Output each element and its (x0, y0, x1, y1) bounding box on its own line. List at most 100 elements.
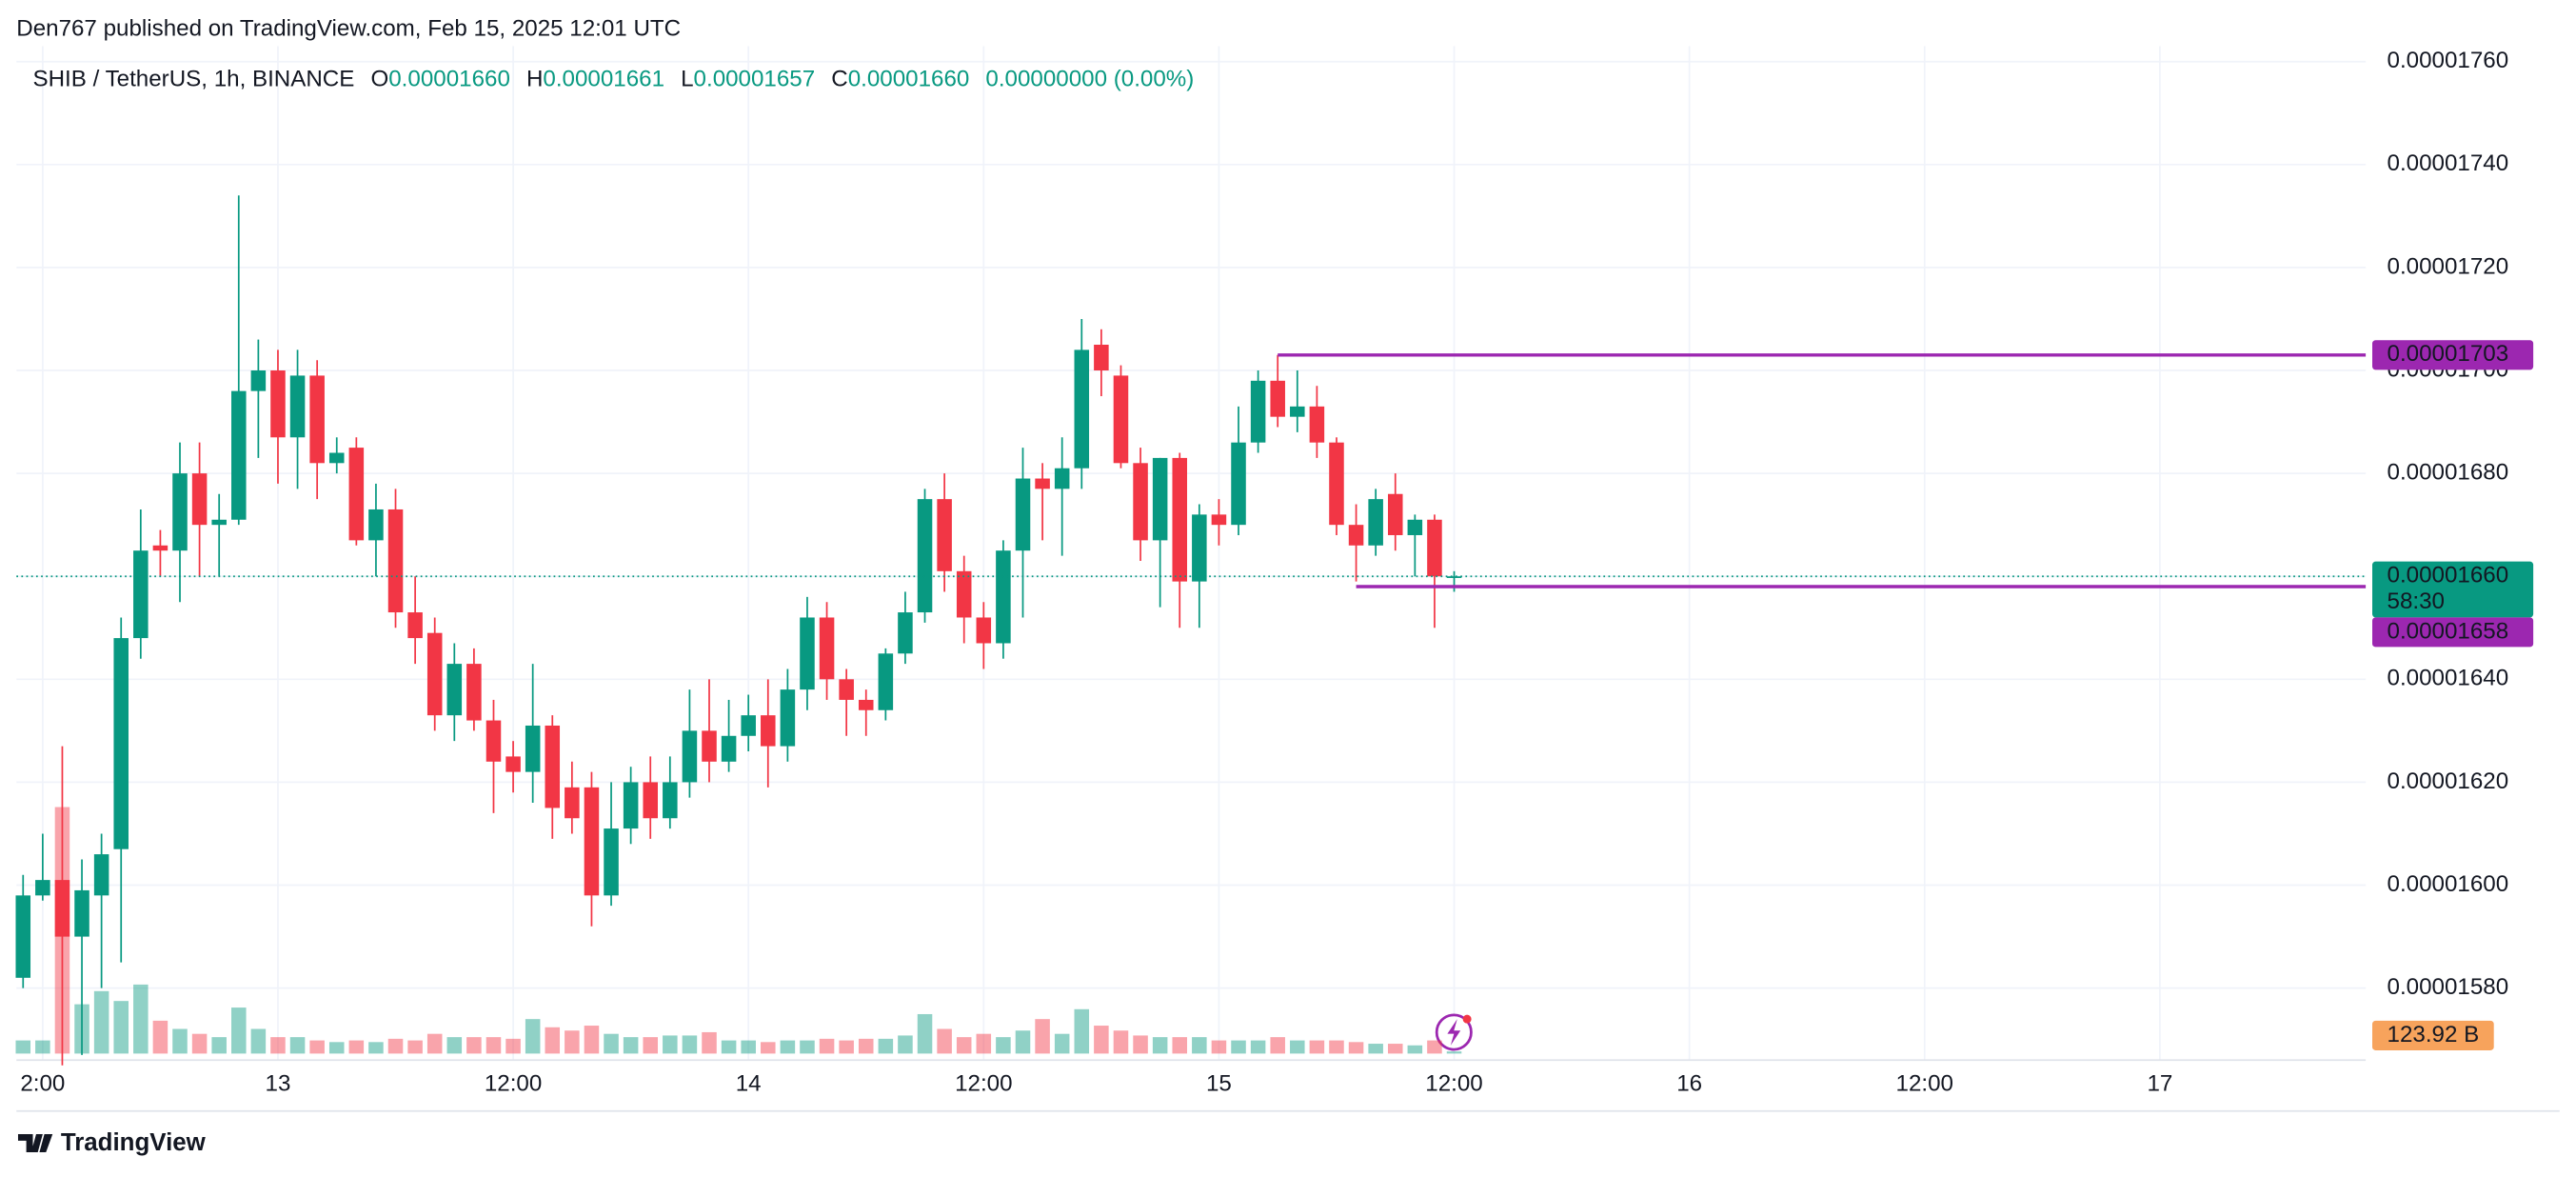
volume-bar (858, 1038, 874, 1054)
x-tick-label: 15 (1206, 1071, 1232, 1097)
icon-bolt (1447, 1019, 1461, 1046)
change: 0.00000000 (0.00%) (985, 67, 1194, 92)
volume-bar (721, 1040, 737, 1054)
y-tick-label: 0.00001640 (2388, 666, 2509, 691)
volume-bar (328, 1042, 345, 1054)
candle-body (761, 715, 776, 747)
ohlc-key: H (526, 67, 543, 92)
candle-body (289, 375, 306, 438)
volume-bar (15, 1040, 31, 1054)
candle-body (800, 617, 815, 690)
x-tick-label: 16 (1676, 1071, 1702, 1097)
volume-bar (1290, 1040, 1305, 1054)
candle-body (643, 782, 658, 819)
volume-bar (348, 1040, 365, 1054)
volume-bar (446, 1037, 463, 1054)
x-tick-label: 12:00 (955, 1071, 1012, 1097)
y-tick-label: 0.00001740 (2388, 150, 2509, 176)
candle-body (93, 854, 109, 896)
candle-body (565, 787, 580, 819)
candle-body (780, 689, 796, 747)
ohlc-key: L (681, 67, 693, 92)
x-tick-label: 12:00 (485, 1071, 542, 1097)
candle-body (1074, 349, 1090, 469)
volume-bar (898, 1035, 913, 1054)
candle-body (1192, 514, 1207, 582)
candle-body (211, 519, 227, 526)
publish-info: Den767 published on TradingView.com, Feb… (16, 16, 681, 42)
y-tick-label: 0.00001620 (2388, 768, 2509, 794)
candle-body (426, 632, 443, 716)
volume-bar (1446, 1051, 1462, 1054)
candle-body (1172, 457, 1188, 582)
volume-bar (956, 1037, 972, 1054)
volume-bar (976, 1033, 992, 1054)
candle-body (741, 715, 756, 736)
brand: TradingView (17, 1129, 207, 1156)
candle-body (937, 499, 952, 571)
candle-body (1054, 468, 1070, 489)
grid (16, 46, 2367, 1061)
candle-body (1407, 519, 1423, 535)
volume-bar (387, 1038, 404, 1054)
volume-bar (485, 1037, 502, 1054)
volume-bar (191, 1033, 208, 1054)
volume-bar (1348, 1042, 1364, 1054)
candle-body (231, 390, 247, 520)
candle-body (133, 550, 149, 639)
volume-bar (466, 1037, 482, 1054)
candle-body (878, 653, 894, 710)
volume-bar (407, 1040, 423, 1054)
volume-bar (1133, 1035, 1148, 1054)
volume-bar (1387, 1044, 1403, 1054)
candle-body (74, 889, 89, 937)
candle-body (976, 617, 992, 644)
x-tick-label: 14 (736, 1071, 762, 1097)
volume-bar (1054, 1033, 1070, 1054)
candle-body (485, 720, 502, 762)
volume-bar (1427, 1040, 1442, 1054)
volume-bar (917, 1013, 933, 1054)
volume-bar (682, 1035, 698, 1054)
volume-bar (1407, 1045, 1423, 1054)
volume-bar (1270, 1037, 1285, 1054)
candle-body (250, 370, 267, 391)
y-tick-label: 0.00001720 (2388, 253, 2509, 279)
volume-bar (231, 1007, 247, 1054)
candle-body (152, 545, 168, 551)
candle-body (1094, 344, 1109, 371)
candle-body (35, 880, 50, 896)
candle-body (368, 509, 384, 541)
candle-body (1015, 478, 1031, 551)
volume-bar (93, 990, 109, 1054)
candle-body (172, 473, 188, 551)
volume-bar (1368, 1044, 1383, 1054)
volume-bar (525, 1019, 541, 1054)
volume-bar (604, 1033, 619, 1054)
volume-bar (1015, 1030, 1031, 1054)
volume-bar (584, 1026, 600, 1054)
volume-bar (172, 1028, 188, 1054)
candle-body (721, 735, 737, 762)
candle-body (663, 782, 678, 819)
candle-body (898, 612, 913, 654)
ohlc-value: 0.00001660 (388, 67, 510, 92)
candle-body (1446, 576, 1462, 578)
candle-body (1152, 457, 1168, 541)
volume-bar (819, 1038, 835, 1054)
x-tick-label: 17 (2147, 1071, 2172, 1097)
volume-bar (1113, 1030, 1129, 1054)
candle-body (604, 828, 619, 896)
volume-bar (937, 1028, 952, 1054)
candle-body (309, 375, 325, 464)
candle-body (1368, 499, 1383, 546)
candle-body (819, 617, 835, 680)
volume-bar (1035, 1019, 1050, 1054)
candle-body (702, 730, 717, 762)
candle-body (191, 473, 208, 526)
candle-body (466, 664, 482, 721)
ohlc-value: 0.00001660 (848, 67, 970, 92)
